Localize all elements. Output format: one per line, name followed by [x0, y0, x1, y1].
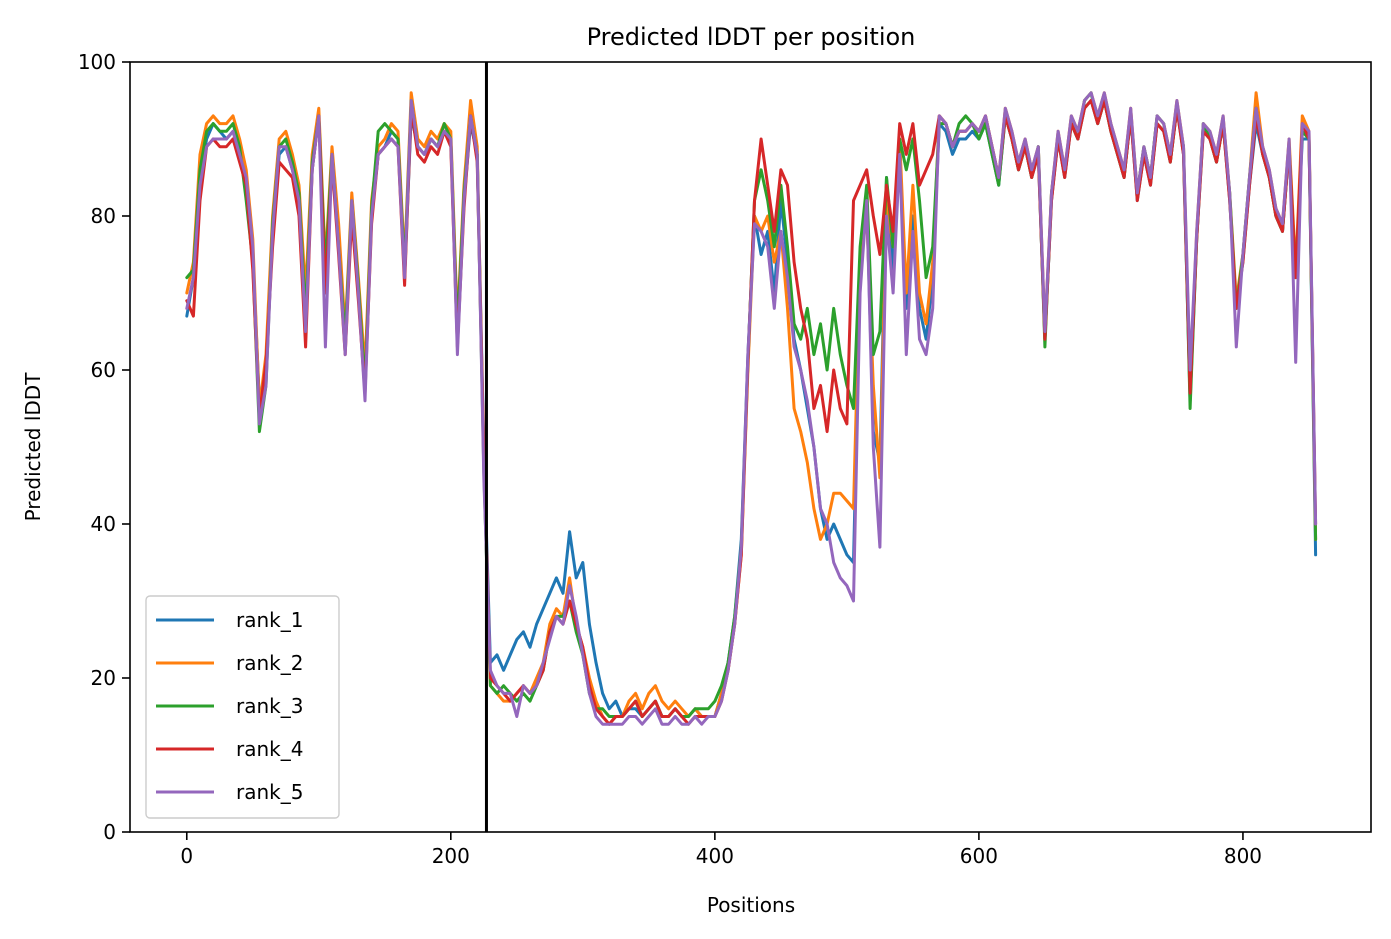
legend-box — [145, 595, 340, 819]
legend-label-rank-1: rank_1 — [236, 608, 303, 632]
y-axis-ticks: 0 20 40 60 80 100 — [78, 50, 130, 844]
y-tick-label: 0 — [103, 820, 116, 844]
y-axis-title: Predicted lDDT — [21, 372, 45, 522]
x-tick-label: 200 — [432, 844, 470, 868]
x-tick-label: 800 — [1224, 844, 1262, 868]
y-tick-label: 40 — [91, 512, 116, 536]
legend-items: rank_1 rank_2 rank_3 rank_4 rank_5 — [156, 608, 303, 804]
x-tick-label: 400 — [696, 844, 734, 868]
legend-label-rank-2: rank_2 — [236, 651, 303, 675]
legend-label-rank-3: rank_3 — [236, 694, 303, 718]
series-line-rank-5 — [185, 91, 1318, 726]
y-tick-label: 20 — [91, 666, 116, 690]
legend-label-rank-5: rank_5 — [236, 780, 303, 804]
x-tick-label: 0 — [180, 844, 193, 868]
x-axis-title: Positions — [707, 893, 795, 917]
y-tick-label: 60 — [91, 358, 116, 382]
x-tick-label: 600 — [960, 844, 998, 868]
y-tick-label: 100 — [78, 50, 116, 74]
y-tick-label: 80 — [91, 204, 116, 228]
series-layer — [185, 91, 1318, 726]
plot-frame — [129, 61, 1372, 833]
legend-label-rank-4: rank_4 — [236, 737, 303, 761]
chart-title: Predicted lDDT per position — [587, 23, 916, 51]
legend: rank_1 rank_2 rank_3 rank_4 rank_5 — [145, 595, 340, 819]
x-axis-ticks: 0 200 400 600 800 — [180, 832, 1262, 868]
